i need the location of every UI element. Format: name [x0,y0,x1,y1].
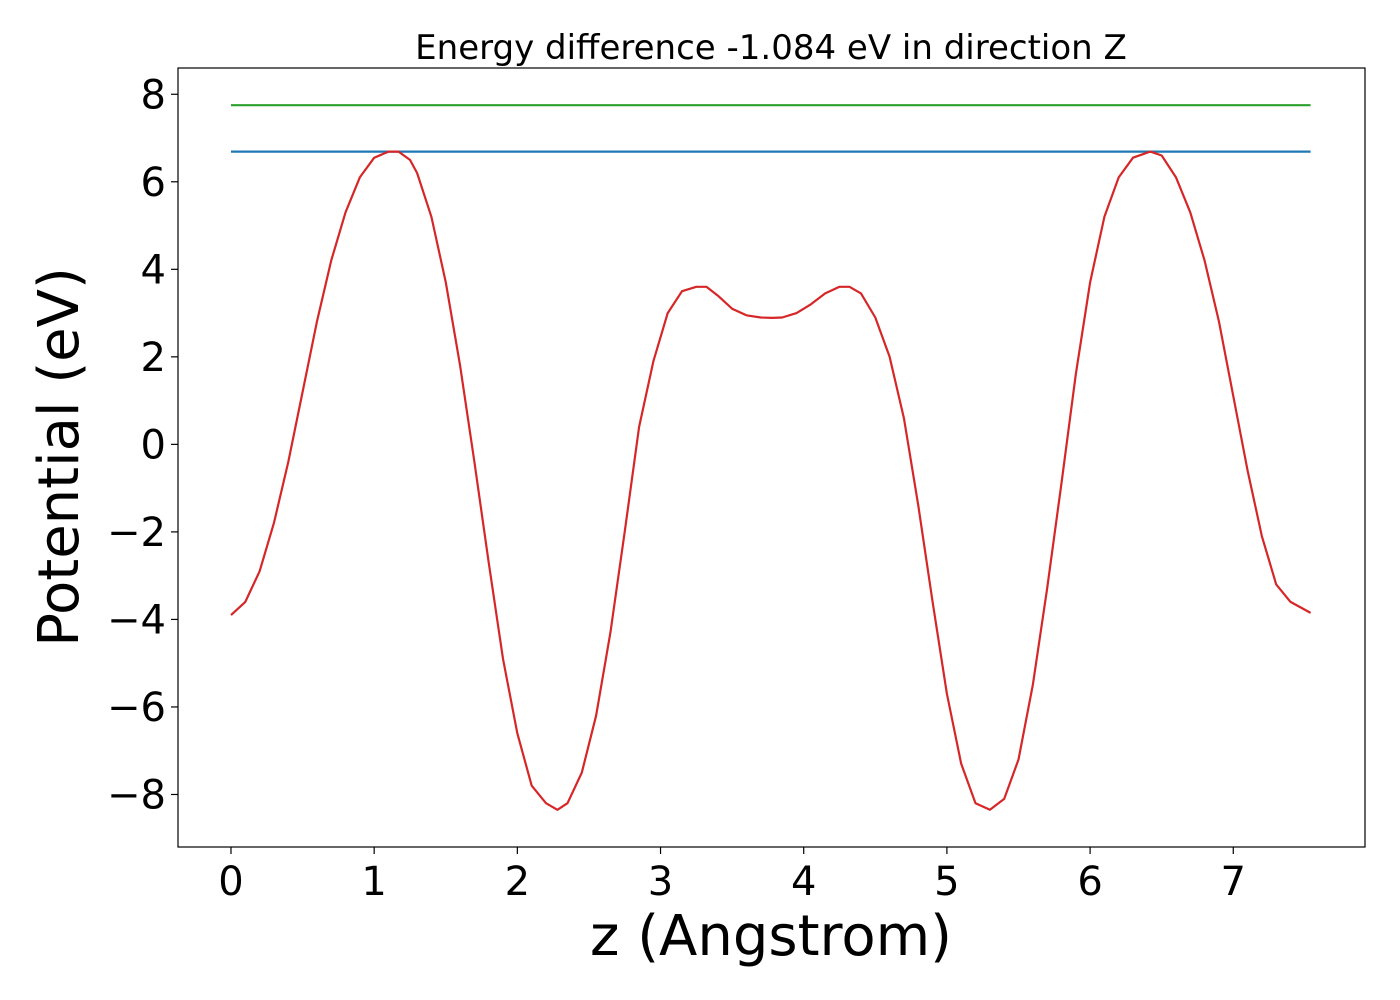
y-tick-label: 6 [141,160,166,206]
plot-background [178,68,1365,847]
series-layer [230,104,1312,811]
plot-frame [177,67,1366,848]
x-tick-label: 1 [361,859,386,905]
y-tick-label: 2 [141,335,166,381]
y-tick-label: −8 [107,772,166,818]
series-line-2 [230,150,1312,811]
x-tick-label: 4 [791,859,816,905]
y-tick-label: 8 [141,72,166,118]
y-axis: −8 −6 −4 −2 0 2 4 6 8 [107,72,178,818]
y-tick-label: 0 [141,422,166,468]
chart-title: Energy difference -1.084 eV in direction… [415,28,1127,68]
y-tick-label: −4 [107,597,166,643]
x-tick-label: 0 [218,859,243,905]
x-tick-label: 7 [1221,859,1246,905]
y-tick-label: −2 [107,510,166,556]
y-tick-label: −6 [107,685,166,731]
x-axis-label: z (Angstrom) [590,904,952,969]
x-axis: 0 1 2 3 4 5 6 7 [218,847,1246,905]
x-tick-label: 5 [934,859,959,905]
x-tick-label: 2 [505,859,530,905]
x-tick-label: 6 [1077,859,1102,905]
x-tick-label: 3 [648,859,673,905]
y-tick-label: 4 [141,247,166,293]
y-axis-label: Potential (eV) [27,267,92,647]
